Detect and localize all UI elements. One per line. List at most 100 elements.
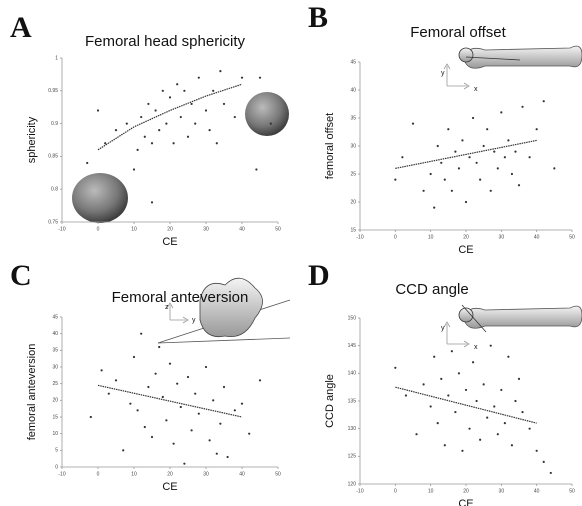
y-tick-label: 45 xyxy=(350,59,356,65)
point xyxy=(154,372,157,375)
y-tick-label: 0.9 xyxy=(51,121,58,127)
point xyxy=(486,416,489,419)
x-tick-label: 20 xyxy=(167,471,173,477)
point xyxy=(461,139,464,142)
point xyxy=(507,139,510,142)
y-tick-label: 25 xyxy=(350,171,356,177)
point xyxy=(464,200,468,204)
y-tick-label: 0 xyxy=(55,464,58,470)
point xyxy=(165,122,168,125)
point xyxy=(132,355,136,359)
point xyxy=(140,332,143,335)
panel-letter: B xyxy=(308,1,328,34)
point xyxy=(433,206,436,209)
point xyxy=(258,379,262,382)
point xyxy=(190,429,193,432)
chart-title: CCD angle xyxy=(395,281,468,298)
point xyxy=(415,433,418,436)
x-tick-label: 50 xyxy=(275,471,281,477)
point xyxy=(114,129,118,132)
point xyxy=(443,444,446,447)
y-tick-label: 0.8 xyxy=(51,187,58,193)
x-axis-label: CE xyxy=(458,244,473,256)
y-tick-label: 35 xyxy=(350,115,356,121)
point xyxy=(514,150,517,153)
point xyxy=(489,344,492,347)
trend-line xyxy=(97,384,243,418)
x-tick-label: -10 xyxy=(356,488,363,494)
point xyxy=(132,168,136,171)
x-tick-label: -10 xyxy=(356,234,363,240)
point xyxy=(447,394,450,397)
x-tick-label: 20 xyxy=(167,226,173,232)
trend-line xyxy=(395,139,537,169)
point xyxy=(143,135,146,138)
y-tick-label: 45 xyxy=(52,314,58,320)
point xyxy=(147,385,150,389)
x-tick-label: 40 xyxy=(534,234,540,240)
point xyxy=(136,409,139,412)
y-tick-label: 35 xyxy=(52,348,58,354)
point xyxy=(440,377,443,380)
y-tick-label: 15 xyxy=(350,227,356,233)
x-tick-label: 50 xyxy=(275,226,281,232)
point xyxy=(197,412,200,415)
point xyxy=(482,144,485,148)
x-tick-label: 30 xyxy=(203,471,209,477)
point xyxy=(197,76,200,79)
x-tick-label: 0 xyxy=(97,471,100,477)
x-tick-label: 30 xyxy=(499,234,505,240)
point xyxy=(454,410,457,414)
point xyxy=(429,172,432,176)
point xyxy=(493,150,496,153)
inset-axis-label: y xyxy=(441,70,445,77)
point xyxy=(440,161,443,164)
point xyxy=(194,392,197,395)
point xyxy=(521,105,524,108)
point xyxy=(468,156,471,159)
y-tick-label: 30 xyxy=(52,364,58,370)
point xyxy=(457,167,461,170)
point xyxy=(507,355,510,358)
y-tick-label: 150 xyxy=(348,315,357,321)
point xyxy=(89,415,92,419)
y-axis-label: CCD angle xyxy=(324,374,336,428)
point xyxy=(100,369,103,372)
point xyxy=(394,178,397,181)
x-axis-label: CE xyxy=(162,236,177,248)
point xyxy=(107,392,110,395)
point xyxy=(161,89,164,92)
point xyxy=(542,100,545,103)
point xyxy=(215,142,218,145)
inset-axis-label: z xyxy=(165,304,169,311)
point xyxy=(496,167,499,170)
point xyxy=(411,122,415,125)
chart-title: Femoral anteversion xyxy=(112,289,249,306)
panel-letter: A xyxy=(10,11,32,44)
point xyxy=(450,350,453,353)
y-tick-label: 130 xyxy=(348,426,357,432)
x-tick-label: 40 xyxy=(534,488,540,494)
point xyxy=(436,144,439,148)
point xyxy=(176,382,179,385)
point xyxy=(457,372,461,375)
point xyxy=(158,345,161,349)
point xyxy=(161,395,164,399)
point xyxy=(447,128,450,131)
point xyxy=(179,405,182,409)
panel-letter: D xyxy=(308,259,330,292)
y-tick-label: 20 xyxy=(52,398,58,404)
x-tick-label: 10 xyxy=(428,234,434,240)
point xyxy=(212,399,215,402)
point xyxy=(486,128,489,131)
point xyxy=(190,102,193,106)
point xyxy=(436,422,439,425)
point xyxy=(183,89,186,92)
point xyxy=(429,405,432,408)
point xyxy=(212,89,215,92)
point xyxy=(233,115,236,119)
point xyxy=(404,394,408,397)
y-tick-label: 20 xyxy=(350,199,356,205)
point xyxy=(433,355,436,358)
